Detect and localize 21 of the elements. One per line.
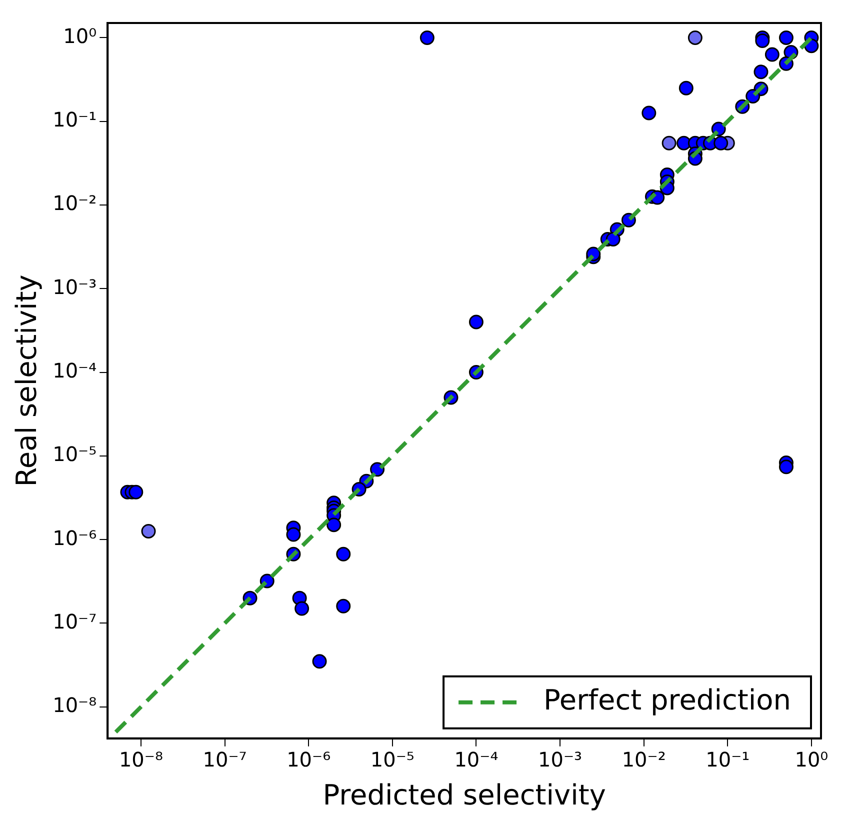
x-tick-label: 10⁻⁸ bbox=[118, 748, 163, 772]
x-tick-label: 10⁻³ bbox=[538, 748, 582, 772]
y-axis-title: Real selectivity bbox=[10, 274, 44, 487]
y-tick-label: 10⁻³ bbox=[52, 274, 97, 299]
y-tick-label: 10⁻² bbox=[52, 191, 97, 216]
x-tick-label: 10⁻² bbox=[622, 748, 666, 772]
y-tick-label: 10⁰ bbox=[63, 24, 97, 48]
x-tick-label: 10⁻⁶ bbox=[286, 748, 331, 772]
y-tick-label: 10⁻⁵ bbox=[52, 442, 97, 466]
y-tick-label: 10⁻⁸ bbox=[52, 693, 97, 718]
y-tick-label: 10⁻¹ bbox=[52, 108, 97, 132]
legend-label: Perfect prediction bbox=[544, 684, 792, 717]
x-axis-title: Predicted selectivity bbox=[322, 778, 606, 812]
x-tick-label: 10⁰ bbox=[794, 748, 828, 772]
x-tick-label: 10⁻⁴ bbox=[454, 748, 498, 772]
x-tick-label: 10⁻⁷ bbox=[202, 748, 247, 772]
x-tick-label: 10⁻¹ bbox=[706, 748, 750, 772]
x-tick-label: 10⁻⁵ bbox=[370, 748, 414, 772]
y-tick-label: 10⁻⁶ bbox=[52, 526, 97, 550]
y-tick-label: 10⁻⁴ bbox=[52, 358, 97, 383]
y-tick-label: 10⁻⁷ bbox=[52, 609, 97, 634]
